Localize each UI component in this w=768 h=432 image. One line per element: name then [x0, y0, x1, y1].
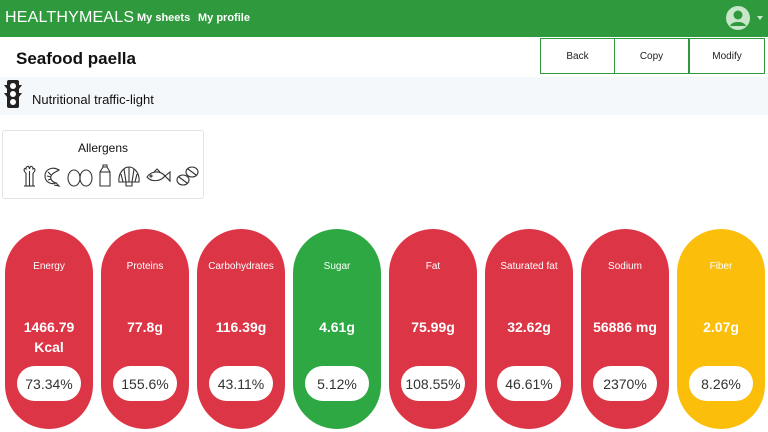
nutrient-label: Proteins — [126, 261, 164, 272]
chevron-down-icon — [757, 16, 763, 20]
nutrient-pill-fiber: Fiber 2.07g 8.26% — [677, 229, 765, 429]
nutrient-percent: 2370% — [593, 366, 657, 401]
nutrient-label: Fat — [425, 261, 441, 272]
nutrient-pill-saturated-fat: Saturated fat 32.62g 46.61% — [485, 229, 573, 429]
nutrient-label: Energy — [33, 261, 65, 272]
copy-button[interactable]: Copy — [614, 38, 689, 74]
nutrient-label: Carbohydrates — [208, 261, 274, 272]
back-button[interactable]: Back — [540, 38, 615, 74]
modify-button[interactable]: Modify — [689, 38, 765, 74]
nav-my-profile[interactable]: My profile — [198, 12, 250, 24]
nutrient-percent: 46.61% — [497, 366, 561, 401]
nuts-icon — [176, 166, 199, 186]
mollusc-shell-icon — [118, 166, 140, 187]
nutrient-pill-carbohydrates: Carbohydrates 116.39g 43.11% — [197, 229, 285, 429]
top-navbar: HEALTHYMEALS My sheets My profile — [0, 0, 768, 37]
nutrient-value: 77.8g — [127, 319, 163, 335]
nutrient-value: 2.07g — [703, 319, 739, 335]
nutrient-label: Fiber — [709, 261, 733, 272]
celery-icon — [23, 165, 36, 187]
egg-icon — [67, 169, 93, 187]
fish-icon — [146, 168, 171, 183]
nutrient-percent: 5.12% — [305, 366, 369, 401]
nutrient-percent: 73.34% — [17, 366, 81, 401]
nutrient-percent: 108.55% — [401, 366, 465, 401]
nutrient-label: Sodium — [608, 261, 642, 272]
brand-logo[interactable]: HEALTHYMEALS — [5, 9, 135, 26]
nutrient-label: Sugar — [323, 261, 351, 272]
nutrient-value: 56886 mg — [593, 319, 657, 335]
nutrient-value: 116.39g — [215, 319, 267, 335]
nutrient-percent: 8.26% — [689, 366, 753, 401]
traffic-light-label: Nutritional traffic-light — [32, 92, 154, 107]
nutrient-pill-sugar: Sugar 4.61g 5.12% — [293, 229, 381, 429]
nutrient-value: 75.99g — [411, 319, 455, 335]
traffic-light-icon — [4, 80, 22, 108]
nutrient-pill-energy: Energy 1466.79 Kcal 73.34% — [5, 229, 93, 429]
nutrient-value: 1466.79 Kcal — [23, 319, 75, 355]
page-title: Seafood paella — [16, 49, 136, 68]
crustacean-icon — [44, 167, 61, 187]
nav-my-sheets[interactable]: My sheets — [137, 12, 191, 24]
nutrient-value: 4.61g — [319, 319, 355, 335]
user-menu[interactable] — [725, 5, 765, 31]
allergens-panel: Allergens — [2, 130, 204, 199]
nutrient-pill-sodium: Sodium 56886 mg 2370% — [581, 229, 669, 429]
nutrient-percent: 155.6% — [113, 366, 177, 401]
nutrient-pill-fat: Fat 75.99g 108.55% — [389, 229, 477, 429]
nutrient-label: Saturated fat — [500, 261, 558, 272]
traffic-light-header — [0, 77, 768, 115]
user-avatar-icon — [726, 6, 750, 30]
allergen-icon-row — [21, 164, 200, 188]
milk-carton-icon — [99, 164, 111, 187]
nutrient-percent: 43.11% — [209, 366, 273, 401]
nutrient-pill-proteins: Proteins 77.8g 155.6% — [101, 229, 189, 429]
nutrient-value: 32.62g — [507, 319, 551, 335]
allergens-title: Allergens — [77, 141, 129, 155]
